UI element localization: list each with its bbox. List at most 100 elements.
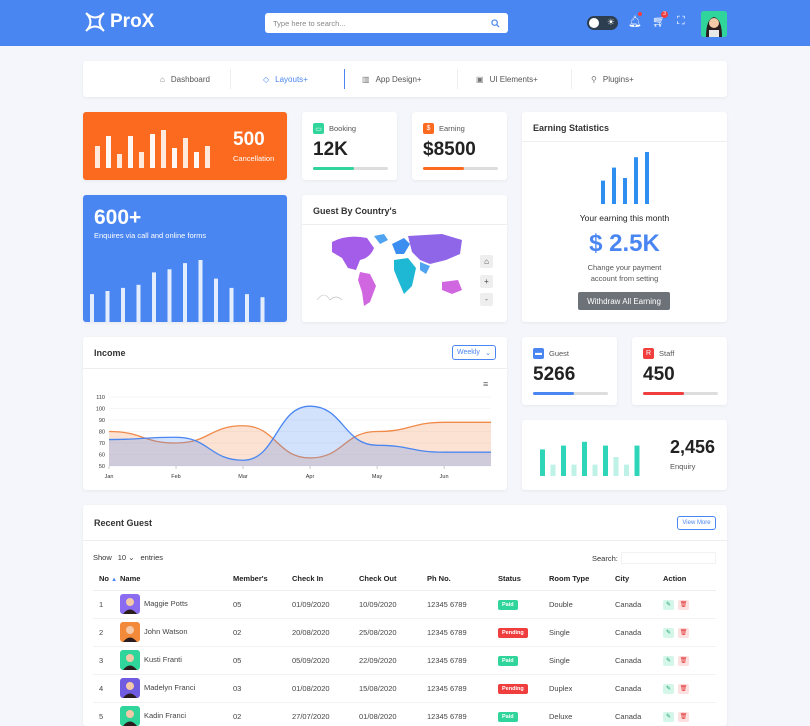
nav-plugins[interactable]: ⚲ Plugins + (591, 61, 634, 97)
grid-icon: ▥ (362, 74, 370, 84)
booking-progress (313, 167, 388, 170)
col-check-out[interactable]: Check Out (359, 568, 427, 591)
nav-divider (571, 69, 572, 89)
cart-icon[interactable]: 🛒︎ (652, 16, 666, 28)
x-tick-label: Jun (440, 474, 449, 480)
world-map[interactable] (312, 230, 482, 315)
nav-ui-elements[interactable]: ▣ UI Elements + (476, 61, 538, 97)
map-zoom-in[interactable]: + (480, 275, 493, 288)
fullscreen-icon[interactable]: ⛶ (677, 15, 685, 27)
plus-icon: + (629, 74, 634, 84)
edit-icon[interactable]: ✎ (663, 655, 674, 666)
nav-dashboard[interactable]: ⌂ Dashboard (160, 61, 210, 97)
table-search-input[interactable] (620, 552, 716, 564)
cancellation-bar (161, 130, 166, 168)
income-title: Income (94, 348, 126, 358)
nav-app-design[interactable]: ▥ App Design + (362, 61, 422, 97)
col-status[interactable]: Status (498, 568, 549, 591)
col-city[interactable]: City (615, 568, 663, 591)
staff-card: R Staff 450 (632, 337, 727, 405)
x-tick-label: Jan (105, 474, 114, 480)
enquiries-bar (90, 294, 94, 322)
col-room-type[interactable]: Room Type (549, 568, 615, 591)
edit-icon[interactable]: ✎ (663, 683, 674, 694)
earning-subtitle: Your earning this month (579, 213, 670, 223)
entries-select[interactable]: 10 ⌄ (116, 552, 137, 563)
x-tick-label: May (372, 474, 383, 480)
status-badge: Paid (498, 599, 518, 610)
cell-check-in: 01/09/2020 (292, 590, 359, 619)
col-members[interactable]: Member's (233, 568, 292, 591)
delete-icon[interactable]: 🗑︎ (678, 683, 689, 694)
user-avatar[interactable] (701, 11, 727, 37)
edit-icon[interactable]: ✎ (663, 599, 674, 610)
cell-city: Canada (615, 674, 663, 703)
entries-label: entries (140, 553, 164, 562)
theme-toggle[interactable]: ☀ (587, 16, 618, 30)
earning-progress (423, 167, 498, 170)
nav-divider (344, 69, 345, 89)
delete-icon[interactable]: 🗑︎ (678, 711, 689, 722)
income-line (108, 421, 491, 459)
delete-icon[interactable]: 🗑︎ (678, 599, 689, 610)
nav-label: App Design (375, 74, 417, 84)
nav-layouts[interactable]: ◇ Layouts + (263, 61, 308, 97)
cell-action: ✎ 🗑︎ (663, 674, 716, 703)
country-title: Guest By Country's (313, 206, 397, 216)
enquiry-bar (582, 441, 587, 476)
cancellation-label: Cancellation (233, 154, 275, 163)
enquiries-bar (245, 294, 249, 322)
earning-bar (601, 180, 605, 204)
col-no[interactable]: No ▲ (93, 568, 120, 591)
toggle-knob (589, 18, 599, 28)
enquiries-bar (136, 284, 141, 322)
enquiry-bar (540, 449, 545, 476)
enquiries-bar (214, 278, 218, 322)
cell-members: 05 (233, 590, 292, 619)
cell-no: 1 (93, 590, 120, 619)
table-row: 3 Kusti Franti 05 05/09/2020 22/09/2020 … (93, 646, 716, 675)
enquiry-bar (561, 445, 566, 476)
delete-icon[interactable]: 🗑︎ (678, 627, 689, 638)
search-icon[interactable] (491, 18, 500, 28)
map-zoom-out[interactable]: - (480, 293, 493, 306)
period-select-value: Weekly (457, 349, 480, 356)
y-tick-label: 70 (99, 441, 105, 447)
status-badge: Pending (498, 683, 528, 694)
x-tick-label: Mar (238, 474, 248, 480)
chart-menu-icon[interactable]: ≡ (483, 379, 489, 389)
cancellation-bar (117, 154, 122, 168)
y-tick-label: 60 (99, 453, 105, 459)
delete-icon[interactable]: 🗑︎ (678, 655, 689, 666)
cell-check-out: 22/09/2020 (359, 646, 427, 675)
guest-name: Madelyn Franci (144, 682, 196, 692)
col-name[interactable]: Name (120, 568, 233, 591)
col-label: Action (663, 574, 687, 584)
edit-icon[interactable]: ✎ (663, 627, 674, 638)
col-label: Ph No. (427, 574, 451, 584)
cell-members: 02 (233, 618, 292, 647)
col-phone[interactable]: Ph No. (427, 568, 498, 591)
cell-no: 3 (93, 646, 120, 675)
view-more-button[interactable]: View More (677, 516, 716, 530)
guest-name: Kadin Franci (144, 710, 187, 720)
y-tick-label: 110 (96, 395, 105, 401)
enquiries-bar (167, 269, 172, 322)
cell-phone: 12345 6789 (427, 674, 498, 703)
entries-select-value: 10 (117, 553, 127, 562)
cell-action: ✎ 🗑︎ (663, 590, 716, 619)
col-check-in[interactable]: Check In (292, 568, 359, 591)
enquiry-bar (613, 457, 619, 476)
country-card: Guest By Country's ⌂ + - (302, 195, 507, 322)
logo[interactable]: ProX (83, 10, 154, 34)
period-select[interactable]: Weekly ⌄ (452, 345, 496, 360)
search-input[interactable]: Type here to search... (265, 13, 508, 33)
top-bar: ProX Type here to search... ☀ 🔔︎ 🛒︎ 3 ⛶ (0, 0, 810, 46)
edit-icon[interactable]: ✎ (663, 711, 674, 722)
withdraw-button[interactable]: Withdraw All Earning (578, 292, 670, 310)
enquiry-bar (550, 464, 556, 476)
earning-card: $ Earning $8500 (412, 112, 507, 180)
map-home-button[interactable]: ⌂ (480, 255, 493, 268)
bell-icon[interactable]: 🔔︎ (628, 16, 642, 28)
cancellation-card: 500 Cancellation (83, 112, 287, 180)
